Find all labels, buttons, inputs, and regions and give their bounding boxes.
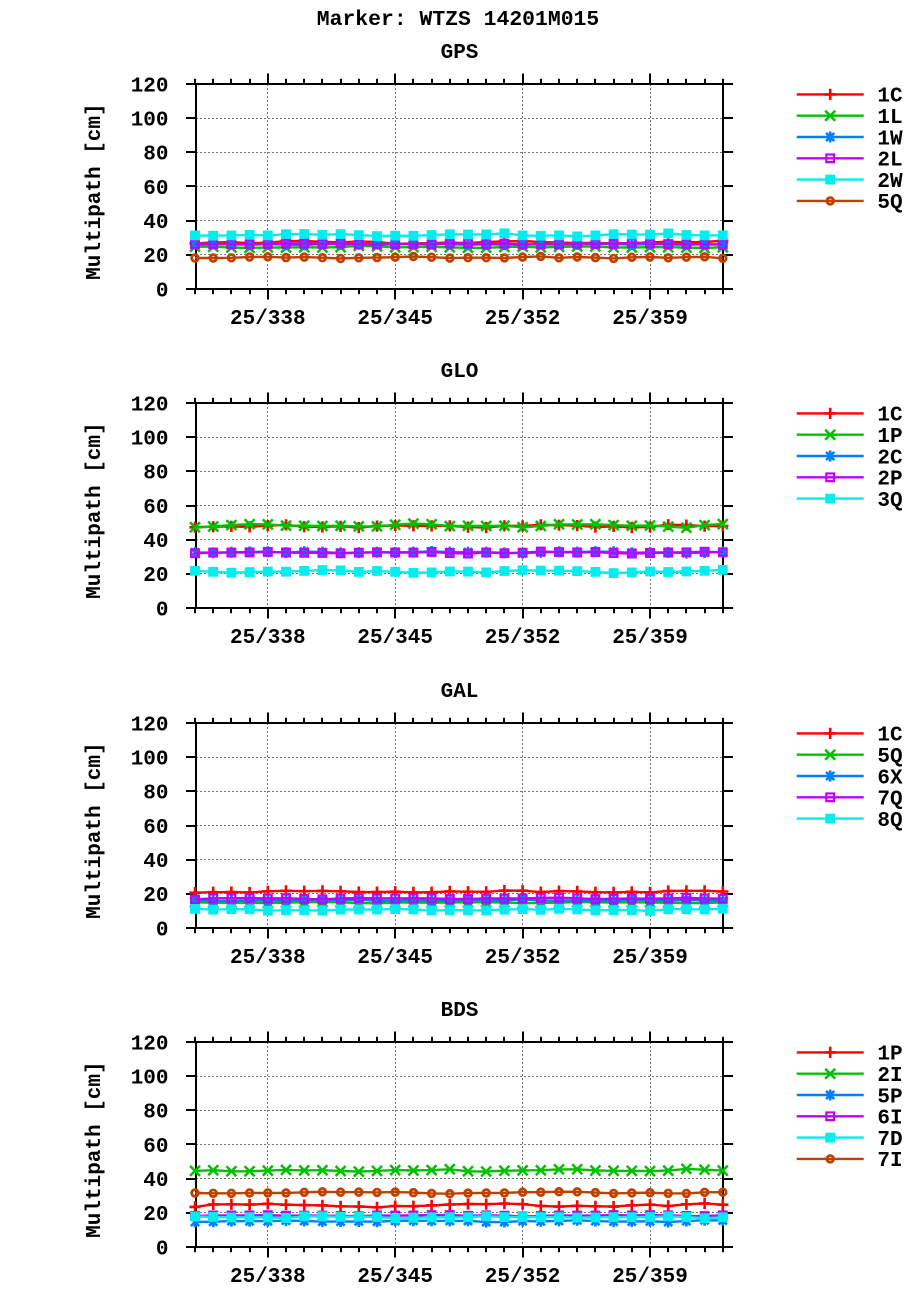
svg-text:40: 40 (143, 531, 168, 554)
svg-text:2W: 2W (877, 171, 903, 194)
svg-text:40: 40 (143, 1170, 168, 1193)
svg-text:60: 60 (143, 1136, 168, 1159)
svg-text:20: 20 (143, 885, 168, 908)
svg-text:7D: 7D (877, 1129, 902, 1152)
svg-text:25/345: 25/345 (357, 627, 433, 650)
svg-text:25/352: 25/352 (485, 1266, 561, 1289)
svg-text:2L: 2L (877, 150, 902, 173)
svg-text:25/338: 25/338 (230, 627, 306, 650)
svg-text:80: 80 (143, 1102, 168, 1125)
svg-text:2I: 2I (877, 1065, 902, 1088)
svg-text:Multipath [cm]: Multipath [cm] (84, 422, 107, 598)
svg-text:25/352: 25/352 (485, 947, 561, 970)
svg-text:Marker: WTZS 14201M015: Marker: WTZS 14201M015 (317, 8, 599, 32)
svg-text:60: 60 (143, 817, 168, 840)
svg-text:7I: 7I (877, 1150, 902, 1173)
svg-text:Multipath [cm]: Multipath [cm] (84, 103, 107, 279)
svg-text:6I: 6I (877, 1108, 902, 1131)
svg-text:2C: 2C (877, 447, 903, 470)
svg-text:60: 60 (143, 497, 168, 520)
svg-text:1C: 1C (877, 405, 903, 428)
svg-text:25/359: 25/359 (612, 308, 688, 331)
svg-text:100: 100 (131, 110, 169, 133)
svg-text:BDS: BDS (441, 1000, 479, 1023)
svg-text:100: 100 (131, 1068, 169, 1091)
svg-text:3Q: 3Q (877, 490, 902, 513)
svg-text:0: 0 (156, 1238, 169, 1261)
svg-text:40: 40 (143, 851, 168, 874)
svg-text:100: 100 (131, 749, 169, 772)
svg-text:1P: 1P (877, 426, 902, 449)
svg-text:Multipath [cm]: Multipath [cm] (84, 1061, 107, 1237)
svg-text:0: 0 (156, 280, 169, 303)
svg-text:80: 80 (143, 144, 168, 167)
svg-text:60: 60 (143, 178, 168, 201)
svg-text:25/338: 25/338 (230, 947, 306, 970)
svg-text:7Q: 7Q (877, 789, 902, 812)
svg-text:25/345: 25/345 (357, 947, 433, 970)
svg-text:40: 40 (143, 212, 168, 235)
svg-text:25/345: 25/345 (357, 308, 433, 331)
svg-text:0: 0 (156, 919, 169, 942)
svg-text:100: 100 (131, 429, 169, 452)
svg-text:25/338: 25/338 (230, 308, 306, 331)
svg-text:1C: 1C (877, 86, 903, 109)
svg-text:25/359: 25/359 (612, 627, 688, 650)
svg-text:8Q: 8Q (877, 810, 902, 833)
svg-text:25/345: 25/345 (357, 1266, 433, 1289)
svg-text:GAL: GAL (441, 681, 479, 704)
svg-text:25/352: 25/352 (485, 627, 561, 650)
svg-text:120: 120 (131, 1033, 169, 1056)
svg-text:1P: 1P (877, 1044, 902, 1067)
svg-text:25/338: 25/338 (230, 1266, 306, 1289)
svg-text:20: 20 (143, 1204, 168, 1227)
svg-text:120: 120 (131, 75, 169, 98)
svg-text:5P: 5P (877, 1086, 902, 1109)
svg-text:2P: 2P (877, 469, 902, 492)
svg-text:0: 0 (156, 599, 169, 622)
svg-text:6X: 6X (877, 767, 903, 790)
svg-text:1L: 1L (877, 107, 902, 130)
svg-text:25/359: 25/359 (612, 947, 688, 970)
svg-text:25/352: 25/352 (485, 308, 561, 331)
svg-text:80: 80 (143, 783, 168, 806)
svg-text:Multipath [cm]: Multipath [cm] (84, 742, 107, 918)
svg-text:5Q: 5Q (877, 192, 902, 215)
svg-text:1W: 1W (877, 128, 903, 151)
svg-text:20: 20 (143, 246, 168, 269)
svg-text:5Q: 5Q (877, 746, 902, 769)
svg-text:1C: 1C (877, 725, 903, 748)
svg-text:GLO: GLO (441, 361, 479, 384)
svg-text:80: 80 (143, 463, 168, 486)
svg-text:120: 120 (131, 714, 169, 737)
svg-text:20: 20 (143, 565, 168, 588)
svg-text:25/359: 25/359 (612, 1266, 688, 1289)
svg-text:GPS: GPS (441, 42, 479, 65)
svg-text:120: 120 (131, 394, 169, 417)
